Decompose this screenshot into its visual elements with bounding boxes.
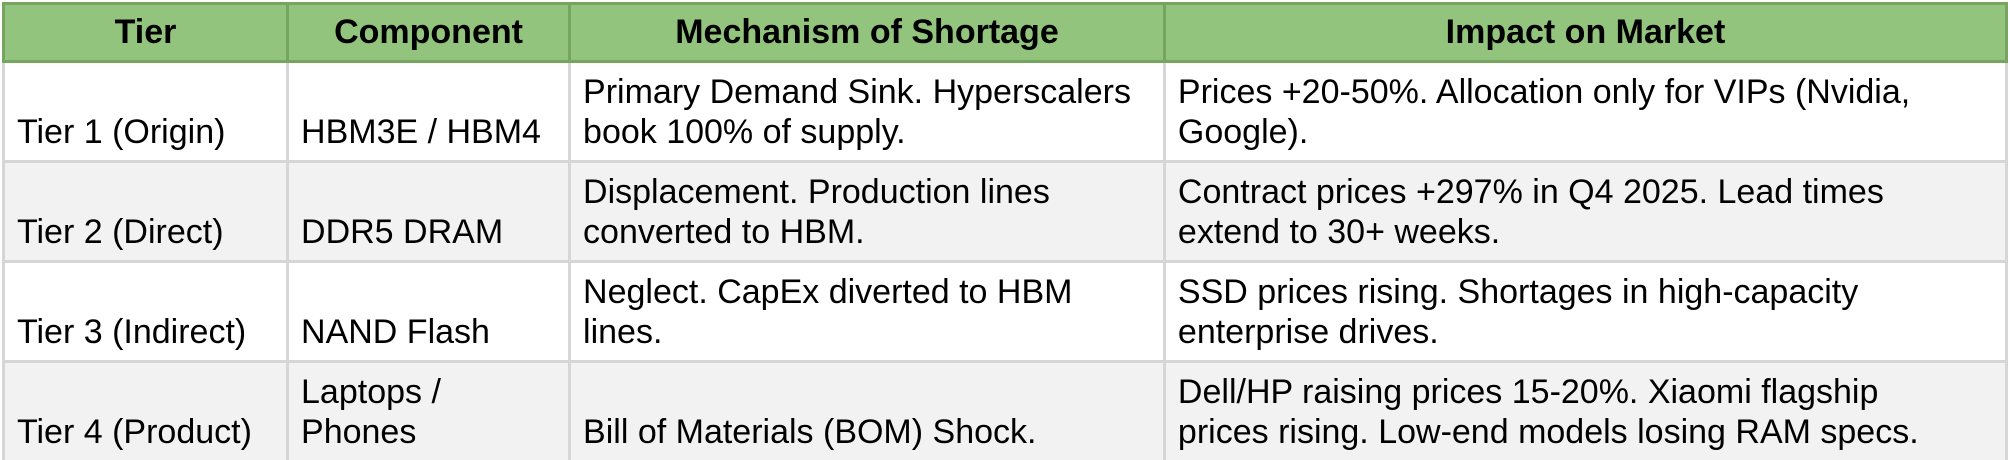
cell-impact: Dell/HP raising prices 15-20%. Xiaomi fl…	[1162, 360, 2009, 460]
cell-tier: Tier 1 (Origin)	[1, 60, 290, 163]
column-header-mechanism: Mechanism of Shortage	[568, 2, 1166, 63]
cell-component: DDR5 DRAM	[286, 160, 572, 263]
cell-tier: Tier 4 (Product)	[1, 360, 290, 460]
header-row: Tier Component Mechanism of Shortage Imp…	[1, 2, 2009, 63]
cell-component: Laptops / Phones	[286, 360, 572, 460]
table-row: Tier 2 (Direct) DDR5 DRAM Displacement. …	[1, 160, 2009, 263]
cell-component: HBM3E / HBM4	[286, 60, 572, 163]
table-row: Tier 1 (Origin) HBM3E / HBM4 Primary Dem…	[1, 60, 2009, 163]
column-header-impact: Impact on Market	[1162, 2, 2009, 63]
table-row: Tier 4 (Product) Laptops / Phones Bill o…	[1, 360, 2009, 460]
cell-impact: Contract prices +297% in Q4 2025. Lead t…	[1162, 160, 2009, 263]
cell-impact: SSD prices rising. Shortages in high-cap…	[1162, 260, 2009, 363]
cell-component: NAND Flash	[286, 260, 572, 363]
cell-tier: Tier 3 (Indirect)	[1, 260, 290, 363]
cell-tier: Tier 2 (Direct)	[1, 160, 290, 263]
cell-mechanism: Primary Demand Sink. Hyperscalers book 1…	[568, 60, 1166, 163]
cell-impact: Prices +20-50%. Allocation only for VIPs…	[1162, 60, 2009, 163]
column-header-tier: Tier	[1, 2, 290, 63]
cell-mechanism: Neglect. CapEx diverted to HBM lines.	[568, 260, 1166, 363]
cell-mechanism: Displacement. Production lines converted…	[568, 160, 1166, 263]
column-header-component: Component	[286, 2, 572, 63]
table-row: Tier 3 (Indirect) NAND Flash Neglect. Ca…	[1, 260, 2009, 363]
cell-mechanism: Bill of Materials (BOM) Shock.	[568, 360, 1166, 460]
